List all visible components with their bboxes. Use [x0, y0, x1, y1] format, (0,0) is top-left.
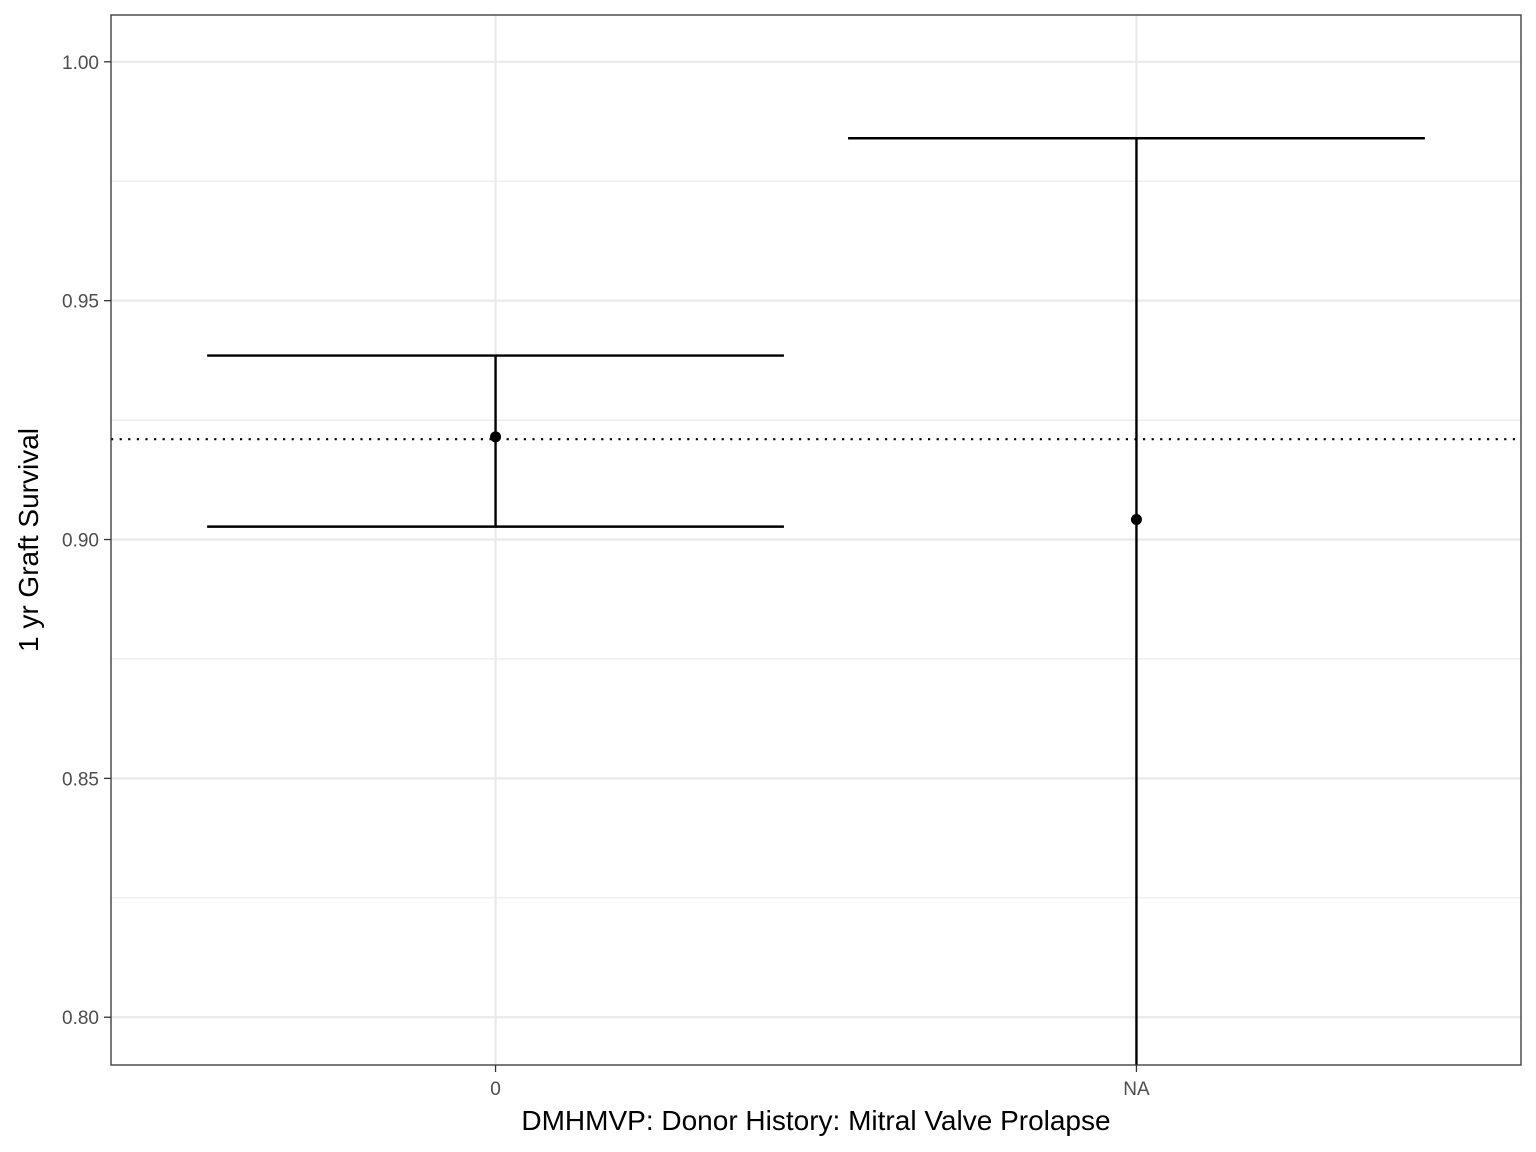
x-tick-label: NA	[1123, 1079, 1150, 1100]
y-tick-label: 1.00	[62, 53, 99, 74]
y-tick-label: 0.80	[62, 1008, 99, 1029]
y-tick-label: 0.85	[62, 769, 99, 790]
marks-layer	[207, 137, 1425, 1065]
grid-layer	[111, 15, 1521, 1065]
x-axis-title: DMHMVP: Donor History: Mitral Valve Prol…	[521, 1105, 1110, 1136]
y-tick-label: 0.90	[62, 531, 99, 552]
data-point	[1130, 513, 1142, 525]
data-point	[490, 431, 502, 443]
axis-layer: 0.80 0.85 0.90 0.95 1.00 0 NA	[62, 53, 1150, 1100]
y-tick-label: 0.95	[62, 292, 99, 313]
x-tick-label: 0	[490, 1079, 501, 1100]
y-axis-title: 1 yr Graft Survival	[13, 428, 44, 652]
